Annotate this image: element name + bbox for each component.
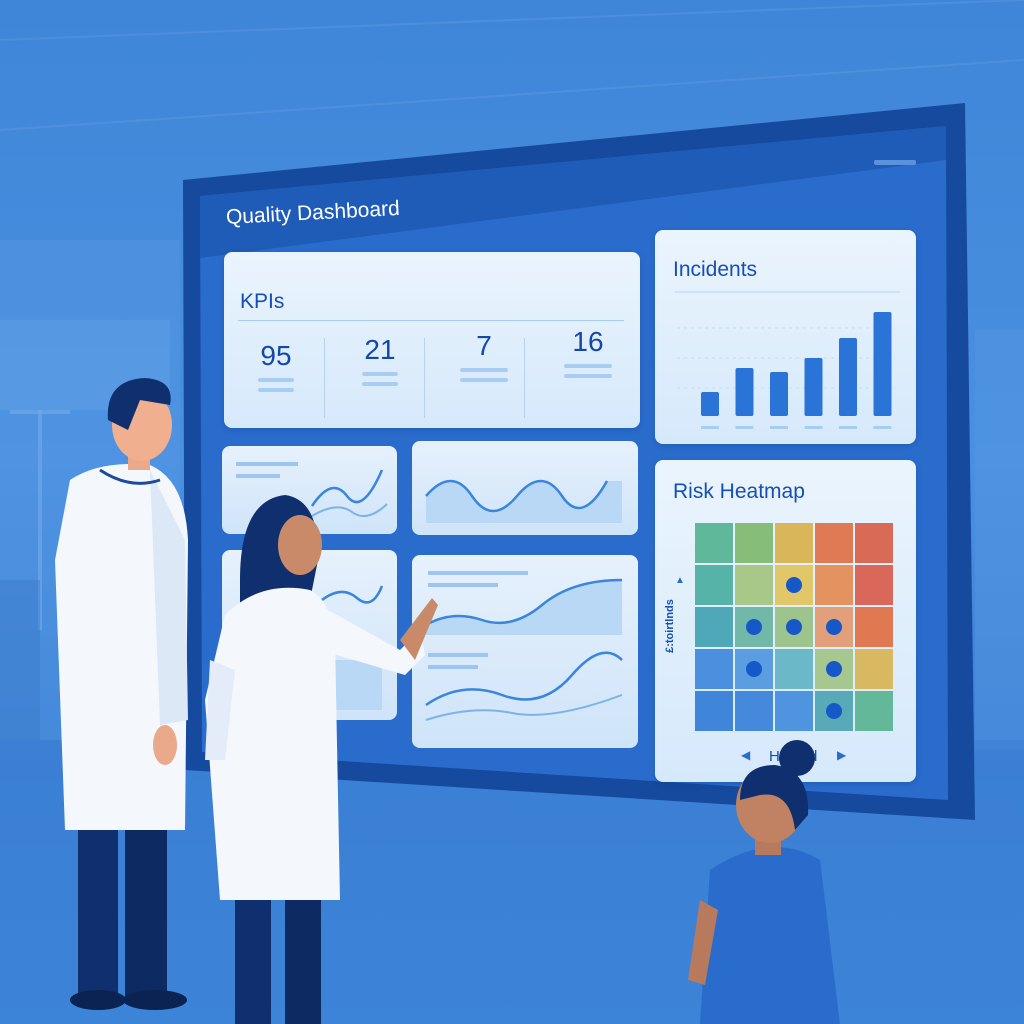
x-arrow-right-icon: ▶ xyxy=(837,748,847,762)
risk-heatmap-panel: Risk Heatmap £:toirtlnds ▲ ◀ Hazard ▶ xyxy=(655,460,916,782)
heatmap-cell xyxy=(855,607,893,647)
incident-bar xyxy=(770,372,788,416)
heatmap-cell xyxy=(735,523,773,563)
incident-bar xyxy=(701,392,719,416)
heatmap-grid xyxy=(695,523,893,731)
incident-bar xyxy=(804,358,823,416)
kpi-panel: KPIs 95 21 7 16 xyxy=(224,252,640,428)
kpi-number: 7 xyxy=(476,330,492,361)
heatmap-cell xyxy=(815,565,853,605)
risk-dot xyxy=(826,661,842,677)
kpi-value: 7 xyxy=(432,330,536,382)
bar-tick-label xyxy=(804,426,823,429)
risk-dot xyxy=(746,661,762,677)
heatmap-cell xyxy=(695,523,733,563)
trend-line xyxy=(321,585,384,710)
incidents-title: Incidents xyxy=(673,258,758,281)
divider xyxy=(238,320,624,321)
risk-dot xyxy=(786,577,802,593)
child xyxy=(688,740,840,1024)
heatmap-cell xyxy=(695,607,733,647)
bar-tick-label xyxy=(839,426,857,429)
y-arrow-icon: ▲ xyxy=(675,575,685,586)
bar-tick-label xyxy=(701,426,719,429)
kpi-number: 95 xyxy=(260,340,292,371)
trend-line xyxy=(425,479,622,523)
risk-dot xyxy=(746,619,762,635)
incident-bar xyxy=(873,312,892,416)
heatmap-cell xyxy=(775,523,813,563)
heatmap-cell xyxy=(735,565,773,605)
incident-bar xyxy=(839,338,857,416)
female-doctor xyxy=(205,495,438,1024)
incidents-panel: Incidents xyxy=(655,230,916,444)
heatmap-cell xyxy=(695,565,733,605)
bar-tick-label xyxy=(770,426,788,429)
kpi-number: 16 xyxy=(572,326,604,357)
bar-tick-label xyxy=(873,426,892,429)
heatmap-cell xyxy=(695,691,733,731)
incidents-bar-chart xyxy=(675,291,900,429)
heatmap-cell xyxy=(855,565,893,605)
trend-chart-panel xyxy=(412,555,638,748)
risk-dot xyxy=(826,703,842,719)
heatmap-cell xyxy=(855,523,893,563)
risk-dot xyxy=(786,619,802,635)
kpi-number: 21 xyxy=(364,334,396,365)
heatmap-title: Risk Heatmap xyxy=(673,480,805,503)
heatmap-cell xyxy=(695,649,733,689)
kpi-value: 21 xyxy=(328,334,432,386)
heatmap-cell xyxy=(775,649,813,689)
trend-line xyxy=(236,462,388,518)
kpi-value: 16 xyxy=(536,326,640,378)
bar-tick-label xyxy=(735,426,754,429)
heatmap-cell xyxy=(775,691,813,731)
incident-bar xyxy=(735,368,754,416)
kpi-value: 95 xyxy=(224,340,328,392)
trend-chart-panel xyxy=(412,441,638,535)
risk-dot xyxy=(826,619,842,635)
heatmap-cell xyxy=(855,691,893,731)
trend-line xyxy=(425,571,623,721)
male-doctor xyxy=(55,378,188,1010)
heatmap-cell xyxy=(855,649,893,689)
heatmap-cell xyxy=(735,691,773,731)
kpi-title: KPIs xyxy=(240,290,285,313)
heatmap-cell xyxy=(815,523,853,563)
x-arrow-left-icon: ◀ xyxy=(741,748,751,762)
